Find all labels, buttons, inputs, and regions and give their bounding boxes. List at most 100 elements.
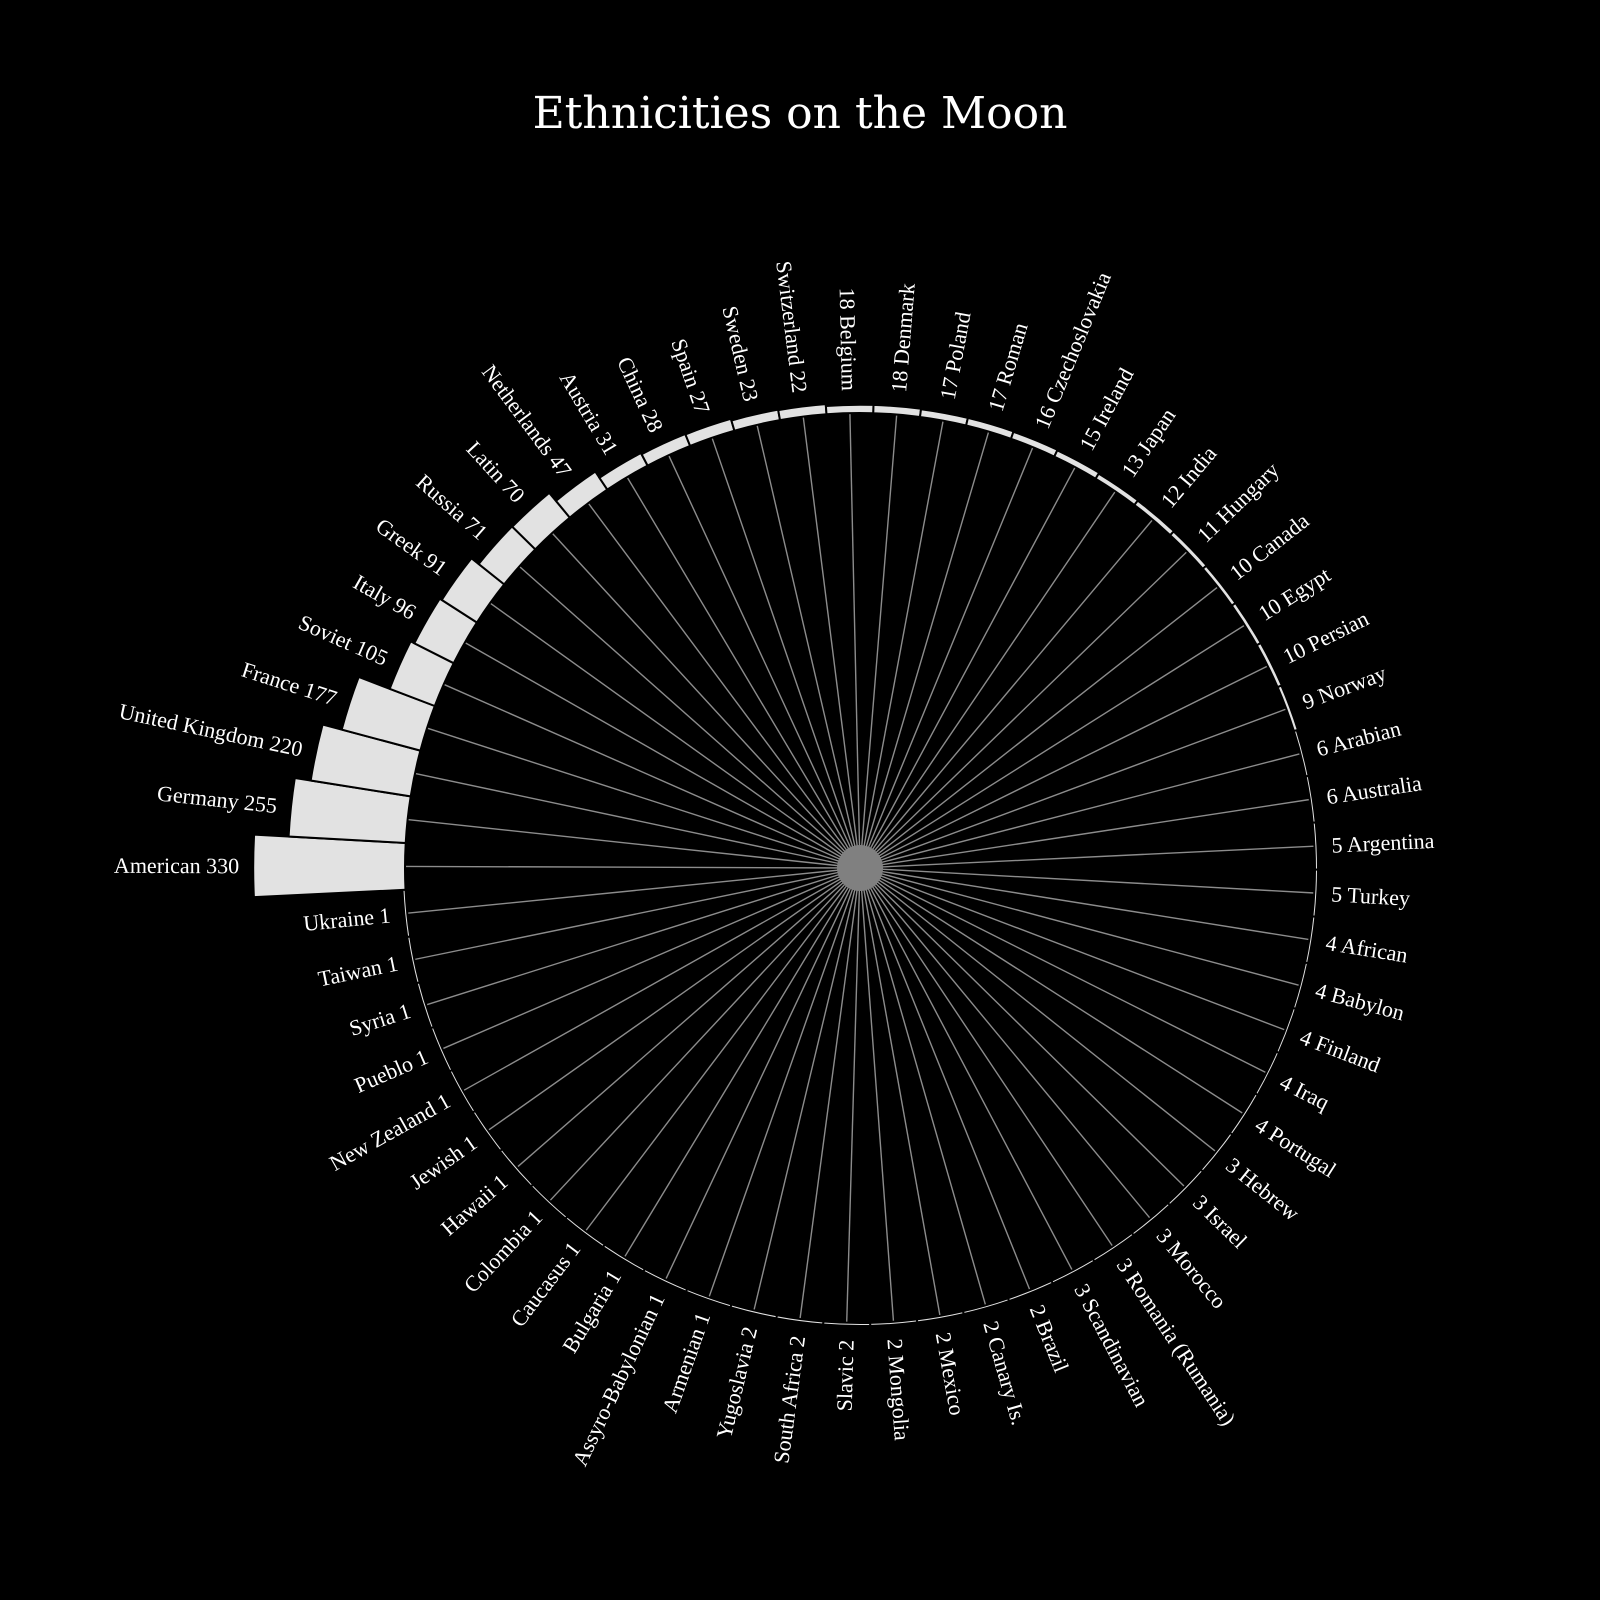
bar [684,1287,733,1309]
bar [684,417,736,448]
spoke-line [489,602,861,869]
spoke-line [859,867,1217,1153]
spoke-line [462,867,861,1092]
bar-label: 17 Roman [983,320,1033,414]
bar-label: 6 Arabian [1314,716,1404,762]
bar-label: 4 Babylon [1313,978,1407,1026]
bar [915,1309,965,1324]
bar-label: Russia 71 [411,469,492,545]
bar-label: Ukraine 1 [302,902,391,936]
bar [1006,1279,1055,1303]
spoke-line [859,466,1076,869]
bar-label: Jewish 1 [405,1130,482,1194]
bar [964,416,1015,441]
bar-label: 17 Poland [935,310,976,402]
bar-label: 15 Ireland [1074,364,1139,455]
spoke-line [626,476,861,869]
bar-label: Latin 70 [462,436,530,507]
spoke-line [859,431,990,869]
spoke-line [859,867,1315,894]
spoke-line [859,867,1031,1291]
spoke-line [859,414,898,869]
bar-label: Syria 1 [346,998,414,1041]
spoke-line [414,772,861,869]
bar [406,935,421,985]
spoke-line [551,532,861,869]
bar-label: Greek 91 [371,513,452,581]
bar-label: 12 India [1156,441,1222,513]
spoke-line [753,867,861,1311]
bar [401,888,412,939]
bar [822,1320,872,1328]
spoke-line [667,454,861,869]
bar [729,1303,779,1320]
spoke-line [859,867,1074,1271]
spoke-line [859,665,1269,869]
bar-label: 2 Mexico [931,1330,970,1417]
spoke-line [404,865,861,869]
bar [1276,684,1300,733]
bar-label: France 177 [239,657,340,711]
bar [252,833,407,899]
spoke-line [859,798,1310,869]
bar [1292,728,1310,778]
bar [340,675,437,752]
spoke-line [487,867,861,1131]
bar-label: United Kingdom 220 [117,698,305,761]
bar [824,403,875,416]
spoke-line [464,641,861,869]
spoke-line [711,437,861,869]
bar [287,776,412,845]
bar [598,451,649,491]
spoke-line [859,519,1154,869]
spoke-line [859,586,1219,869]
bar [309,723,422,798]
bar-label: 10 Persian [1279,606,1373,669]
bar-label: Spain 27 [666,335,715,417]
bar [1291,961,1310,1011]
spoke-line [802,416,861,869]
bar-label: Sweden 23 [717,303,763,403]
bar-label: Germany 255 [156,780,278,818]
bar-label: Hawaii 1 [436,1169,513,1240]
bar-label: 4 Finland [1297,1024,1384,1077]
bar [640,432,692,467]
bar-label: 9 Norway [1299,660,1390,714]
spoke-line [859,867,1300,987]
bar-label: Pueblo 1 [351,1044,432,1098]
bar-label: 4 Iraq [1276,1069,1334,1115]
bar [730,408,782,432]
bar [440,556,506,624]
spoke-line [859,867,1186,1188]
bar [961,1297,1011,1316]
chart-title: Ethnicities on the Moon [532,88,1068,139]
spoke-line [516,867,861,1168]
bar-label: 13 Japan [1116,404,1180,482]
spoke-line [846,867,861,1323]
bar [510,491,572,551]
bar-label: Austria 31 [555,367,624,459]
bar-label: 4 African [1324,930,1409,968]
spokes [404,413,1315,1323]
spoke-line [859,867,1114,1247]
bar [1311,821,1320,871]
spoke-line [859,867,1286,1031]
spoke-line [623,867,861,1258]
bar [415,981,435,1030]
bar-label: 5 Turkey [1331,881,1411,910]
bar-label: 3 Israel [1188,1190,1252,1254]
spoke-line [849,413,861,869]
spoke-line [859,420,944,869]
bar-label: Bulgaria 1 [557,1265,626,1357]
spoke-line [549,867,861,1202]
spoke-line [859,845,1315,869]
bar-label: Slavic 2 [832,1339,859,1411]
bar-label: Taiwan 1 [316,951,400,992]
spoke-line [859,624,1246,869]
bar-label: 2 Brazil [1025,1301,1074,1376]
bar [601,1243,647,1273]
spoke-line [443,683,861,869]
bar [872,403,923,419]
spoke-line [859,708,1287,869]
bar [641,1267,689,1294]
